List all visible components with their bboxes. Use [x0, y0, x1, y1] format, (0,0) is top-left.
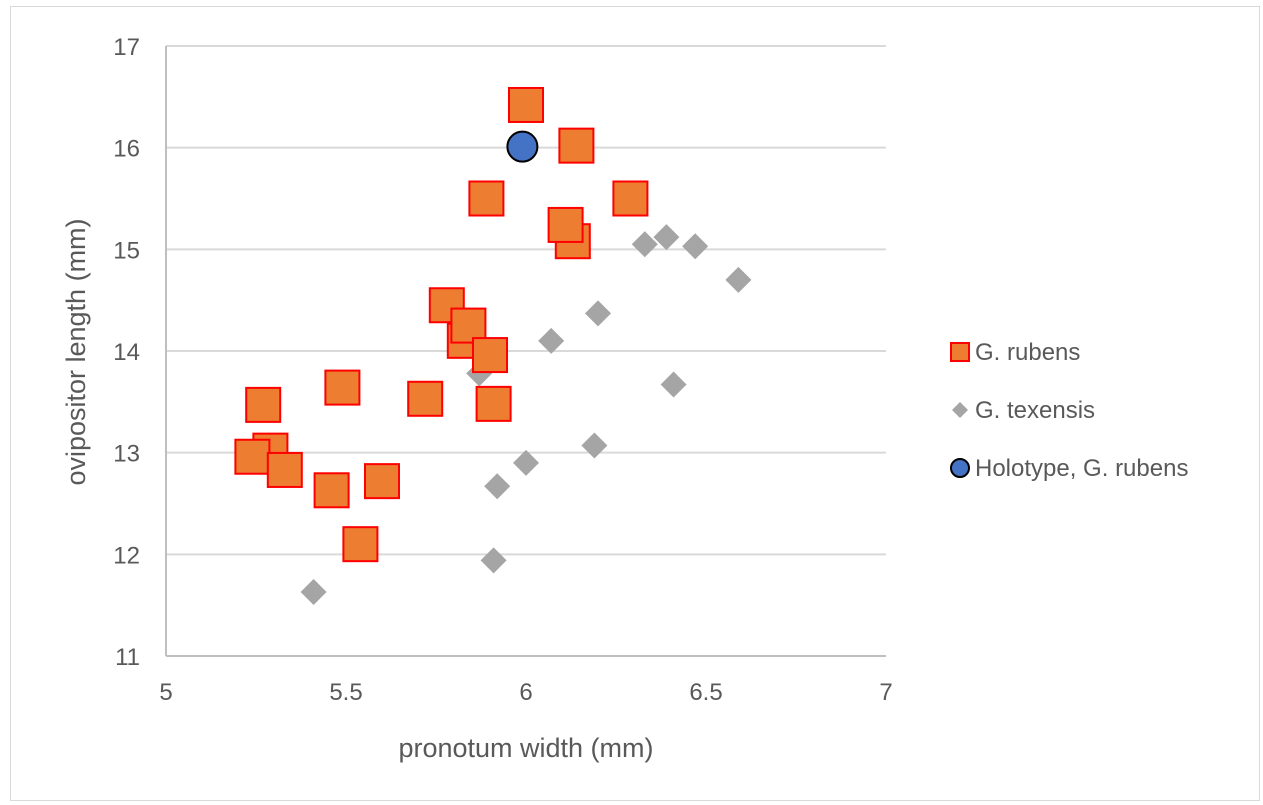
tick-labels: 5 5.5 6 6.5 7 11 12 13 14 15 16 17 — [113, 34, 892, 706]
data-point — [480, 547, 507, 574]
y-tick-label: 14 — [113, 339, 140, 366]
data-point — [313, 472, 350, 509]
y-tick-label: 16 — [113, 136, 140, 163]
axes — [165, 46, 886, 657]
data-point — [407, 380, 444, 417]
data-point — [475, 385, 512, 422]
data-point — [538, 327, 565, 354]
y-axis-label: ovipositor length (mm) — [61, 218, 91, 485]
data-point — [234, 438, 271, 475]
data-point — [450, 307, 487, 344]
data-point — [547, 206, 584, 243]
data-point — [342, 526, 379, 563]
legend-label: Holotype, G. rubens — [975, 455, 1188, 482]
legend-label: G. texensis — [975, 397, 1095, 424]
data-point — [581, 432, 608, 459]
data-point — [682, 233, 709, 260]
data-point — [660, 371, 687, 398]
data-point — [324, 369, 361, 406]
data-point — [631, 231, 658, 258]
legend-marker — [950, 458, 970, 478]
y-tick-label: 15 — [113, 237, 140, 264]
legend-item: G. rubens — [950, 339, 1080, 366]
x-tick-label: 5.5 — [329, 679, 362, 706]
legend-item: G. texensis — [952, 397, 1095, 424]
data-point — [612, 180, 649, 217]
data-point — [725, 266, 752, 293]
data-point — [472, 337, 508, 374]
data-point — [585, 300, 611, 327]
y-tick-label: 17 — [113, 34, 140, 61]
x-axis-label: pronotum width (mm) — [398, 733, 653, 763]
chart-area — [10, 6, 1260, 801]
data-point — [468, 180, 505, 217]
x-tick-label: 6 — [519, 679, 532, 706]
legend-marker — [952, 402, 968, 418]
data-point — [513, 449, 539, 476]
legend: G. rubens G. texensis Holotype, G. rubens — [950, 339, 1188, 482]
data-point — [653, 224, 680, 251]
x-tick-label: 7 — [879, 679, 892, 706]
y-tick-label: 12 — [113, 542, 140, 569]
data-point — [558, 127, 595, 164]
data-point — [245, 386, 282, 423]
x-tick-label: 6.5 — [689, 679, 722, 706]
x-tick-label: 5 — [159, 679, 172, 706]
data-point — [506, 130, 539, 163]
data-point — [300, 578, 327, 605]
legend-label: G. rubens — [975, 339, 1080, 366]
legend-item: Holotype, G. rubens — [950, 455, 1188, 482]
data-point — [364, 463, 400, 500]
series-g-rubens — [234, 86, 649, 563]
y-tick-label: 13 — [113, 441, 140, 468]
data-points — [234, 86, 752, 605]
legend-marker — [950, 342, 970, 362]
data-point — [508, 86, 544, 123]
y-tick-label: 11 — [115, 644, 140, 671]
data-point — [484, 473, 511, 500]
data-point — [266, 451, 303, 488]
series-holotype-g-rubens — [506, 130, 539, 163]
